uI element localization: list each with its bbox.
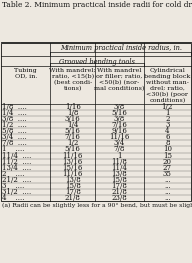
- Text: ...: ...: [164, 176, 171, 184]
- Text: With mandrel
or filler; ratio,
<50(b) (nor-
mal conditions): With mandrel or filler; ratio, <50(b) (n…: [94, 68, 144, 91]
- Text: 31/2  ....: 31/2 ....: [2, 188, 32, 196]
- Text: 7/16: 7/16: [111, 121, 127, 129]
- Text: Grooved bending tools: Grooved bending tools: [59, 58, 135, 65]
- Text: 15/8: 15/8: [65, 182, 81, 190]
- Text: 11/4  ....: 11/4 ....: [2, 151, 32, 160]
- Text: 3/16: 3/16: [65, 115, 81, 123]
- Bar: [1, 43, 191, 201]
- Text: 13/8: 13/8: [111, 170, 127, 178]
- Text: 15/8: 15/8: [111, 176, 127, 184]
- Text: 17/8: 17/8: [65, 188, 81, 196]
- Text: 3/4: 3/4: [114, 139, 125, 147]
- Text: 11/8: 11/8: [111, 158, 127, 166]
- Text: Minimum practical inside radius, in.: Minimum practical inside radius, in.: [60, 44, 182, 53]
- Text: 3: 3: [165, 121, 169, 129]
- Text: 11/16: 11/16: [109, 133, 129, 141]
- Text: 3/4  ....: 3/4 ....: [2, 133, 27, 141]
- Text: 13/16: 13/16: [63, 158, 83, 166]
- Text: 5/16: 5/16: [65, 145, 81, 154]
- Text: 1/16: 1/16: [65, 103, 81, 111]
- Text: 3    ....: 3 ....: [2, 182, 25, 190]
- Text: 11/2  ....: 11/2 ....: [2, 158, 32, 166]
- Text: 1/8  ....: 1/8 ....: [2, 103, 27, 111]
- Text: 20: 20: [163, 158, 172, 166]
- Text: 7/8: 7/8: [114, 145, 125, 154]
- Text: Table 2. Minimum practical inside radii for cold draw bending of annealed steel : Table 2. Minimum practical inside radii …: [2, 1, 192, 9]
- Text: Tubing
OD, in.: Tubing OD, in.: [14, 68, 37, 79]
- Text: 8: 8: [165, 139, 170, 147]
- Text: 1: 1: [165, 109, 170, 117]
- Text: 2    ....: 2 ....: [2, 170, 25, 178]
- Text: 1: 1: [117, 151, 122, 160]
- Text: 1/2: 1/2: [161, 103, 173, 111]
- Text: 11/16: 11/16: [63, 151, 83, 160]
- Text: 13/4  ....: 13/4 ....: [2, 164, 32, 172]
- Text: 3/8: 3/8: [114, 103, 125, 111]
- Text: 1/2  ....: 1/2 ....: [2, 121, 27, 129]
- Text: 5/8  ....: 5/8 ....: [2, 127, 27, 135]
- Text: 9/16: 9/16: [111, 127, 127, 135]
- Text: 23/8: 23/8: [111, 194, 127, 202]
- Text: 3/8: 3/8: [114, 115, 125, 123]
- Text: 21/8: 21/8: [65, 194, 81, 202]
- Text: 13/8: 13/8: [65, 176, 81, 184]
- Text: 1/4: 1/4: [67, 121, 78, 129]
- Text: 5/16: 5/16: [65, 127, 81, 135]
- Text: 5/16: 5/16: [111, 109, 127, 117]
- Text: 6: 6: [165, 133, 170, 141]
- Text: 1/4  ....: 1/4 ....: [2, 109, 27, 117]
- Text: Cylindrical
bending block
without man-
drel; ratio,
<30(b) (poor
conditions): Cylindrical bending block without man- d…: [144, 68, 190, 104]
- Text: 11/16: 11/16: [63, 170, 83, 178]
- Text: 1/8: 1/8: [67, 109, 78, 117]
- Text: 15: 15: [163, 151, 172, 160]
- Text: 2: 2: [165, 115, 170, 123]
- Text: 11/4: 11/4: [111, 164, 127, 172]
- Text: 4: 4: [165, 127, 170, 135]
- Text: 1/2: 1/2: [67, 139, 78, 147]
- Text: ...: ...: [164, 182, 171, 190]
- Text: 3/8  ....: 3/8 ....: [2, 115, 27, 123]
- Text: ...: ...: [164, 188, 171, 196]
- Text: With mandrel;
ratio, <15(b)
(best condi-
tions): With mandrel; ratio, <15(b) (best condi-…: [49, 68, 96, 92]
- Text: 21/8: 21/8: [111, 188, 127, 196]
- Text: 17/8: 17/8: [111, 182, 127, 190]
- Text: 35: 35: [163, 170, 172, 178]
- Text: (a) Radii can be slightly less for a 90° bend, but must be slightly larger for 3: (a) Radii can be slightly less for a 90°…: [2, 203, 192, 208]
- Text: 21/2  ....: 21/2 ....: [2, 176, 32, 184]
- Text: 4    ....: 4 ....: [2, 194, 25, 202]
- Text: 1    ....: 1 ....: [2, 145, 25, 154]
- Text: 27: 27: [163, 164, 172, 172]
- Text: 7/16: 7/16: [65, 133, 81, 141]
- Text: 10: 10: [163, 145, 172, 154]
- Text: ...: ...: [164, 194, 171, 202]
- Text: 15/16: 15/16: [63, 164, 83, 172]
- Text: 7/8  ....: 7/8 ....: [2, 139, 27, 147]
